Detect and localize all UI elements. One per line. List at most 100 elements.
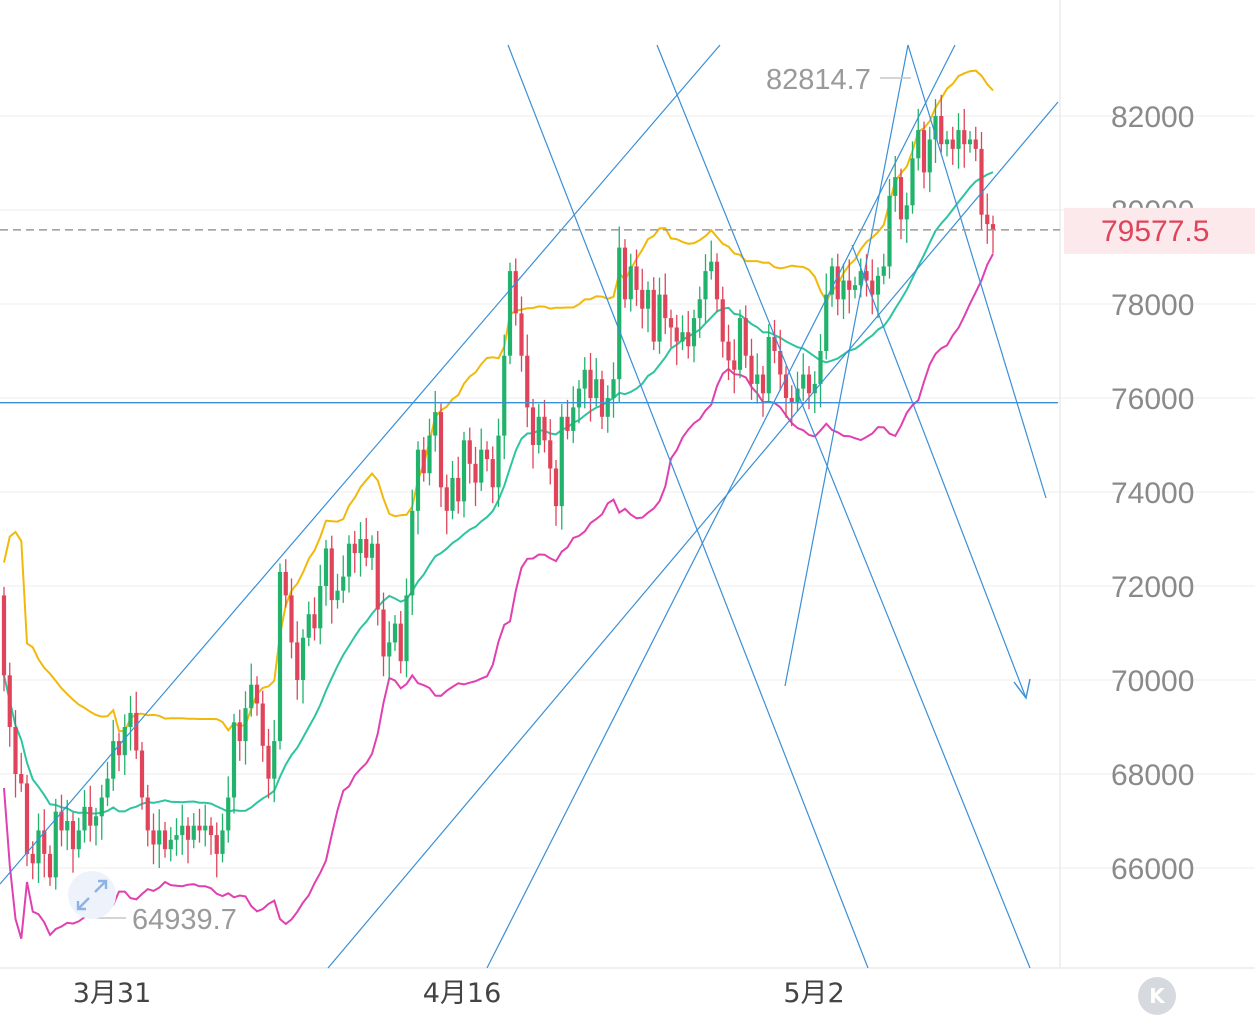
candle-body bbox=[318, 586, 323, 629]
candle-body bbox=[260, 703, 265, 746]
candle-body bbox=[916, 130, 921, 159]
y-tick-label: 82000 bbox=[1111, 101, 1194, 134]
candle-body bbox=[306, 614, 311, 638]
candle-body bbox=[588, 369, 593, 398]
trendline[interactable] bbox=[507, 44, 869, 969]
candle-body bbox=[634, 266, 639, 290]
candle-body bbox=[151, 830, 156, 845]
candle-body bbox=[220, 830, 225, 854]
candle-body bbox=[611, 379, 616, 398]
candle-body bbox=[726, 341, 731, 361]
resize-handle-icon[interactable] bbox=[68, 871, 116, 919]
x-axis: 3月31 4月16 5月2 bbox=[73, 978, 845, 1009]
candle-body bbox=[755, 374, 760, 384]
candle-body bbox=[835, 266, 840, 300]
high-marker: 82814.7 bbox=[766, 64, 911, 96]
candle-body bbox=[364, 539, 369, 558]
candle-body bbox=[358, 539, 363, 554]
candle-body bbox=[433, 412, 438, 436]
candle-body bbox=[421, 449, 426, 474]
candle-body bbox=[329, 548, 334, 601]
candle-body bbox=[1, 595, 7, 676]
trendlines[interactable] bbox=[0, 44, 1059, 969]
grid bbox=[0, 115, 1255, 869]
candle-body bbox=[208, 825, 214, 836]
trendline[interactable] bbox=[0, 44, 721, 885]
candle-body bbox=[214, 835, 219, 854]
trendline[interactable] bbox=[327, 101, 1059, 969]
candle-body bbox=[19, 774, 24, 784]
candle-body bbox=[571, 407, 576, 431]
candle-body bbox=[461, 440, 467, 502]
candle-body bbox=[312, 614, 317, 629]
candle-body bbox=[565, 416, 570, 431]
candle-body bbox=[203, 825, 208, 831]
candle-body bbox=[703, 271, 708, 300]
candle-body bbox=[939, 116, 944, 145]
trendline[interactable] bbox=[851, 244, 1027, 699]
candle-body bbox=[352, 543, 357, 554]
candle-body bbox=[640, 289, 645, 309]
trend-arrow-head bbox=[1013, 678, 1031, 700]
candle-body bbox=[111, 741, 116, 779]
candle-body bbox=[732, 360, 737, 370]
candle-body bbox=[490, 459, 495, 488]
candle-body bbox=[674, 327, 679, 342]
candle-body bbox=[599, 379, 605, 417]
candle-body bbox=[415, 449, 421, 511]
candle-body bbox=[933, 116, 938, 140]
candle-body bbox=[760, 374, 766, 394]
candle-body bbox=[30, 853, 35, 864]
candle-body bbox=[277, 571, 283, 742]
candle-body bbox=[990, 224, 996, 230]
candle-body bbox=[927, 139, 932, 173]
candle-body bbox=[47, 853, 53, 878]
candle-body bbox=[300, 637, 306, 680]
candle-body bbox=[174, 835, 179, 840]
candle-body bbox=[680, 332, 685, 342]
trendline[interactable] bbox=[784, 44, 909, 687]
candle-body bbox=[944, 139, 950, 145]
candle-body bbox=[467, 440, 472, 464]
candle-body bbox=[870, 280, 875, 295]
candle-body bbox=[180, 825, 185, 836]
candle-body bbox=[829, 266, 835, 295]
candle-body bbox=[749, 355, 754, 384]
candle-body bbox=[145, 797, 150, 831]
candle-body bbox=[450, 477, 455, 511]
trendline[interactable] bbox=[486, 44, 956, 969]
candle-body bbox=[801, 374, 806, 389]
current-price-label: 79577.5 bbox=[1101, 215, 1209, 248]
candle-body bbox=[622, 247, 628, 300]
candle-body bbox=[42, 830, 47, 854]
candle-body bbox=[921, 130, 927, 173]
candle-body bbox=[266, 745, 271, 779]
candle-body bbox=[795, 388, 800, 403]
candle-body bbox=[283, 571, 288, 596]
candle-body bbox=[392, 623, 398, 643]
candle-body bbox=[191, 825, 196, 840]
candle-body bbox=[709, 261, 714, 272]
candle-body bbox=[548, 440, 553, 469]
candle-body bbox=[525, 355, 530, 408]
candle-body bbox=[783, 374, 789, 398]
candle-body bbox=[162, 830, 168, 850]
candle-body bbox=[559, 416, 564, 507]
candle-body bbox=[645, 289, 651, 309]
candle-body bbox=[686, 332, 691, 347]
candle-body bbox=[904, 205, 909, 220]
candle-body bbox=[507, 271, 513, 356]
candle-body bbox=[53, 811, 58, 878]
trendline[interactable] bbox=[656, 44, 1031, 969]
candle-body bbox=[456, 477, 461, 502]
candle-body bbox=[36, 830, 41, 864]
k-logo-button[interactable]: K bbox=[1138, 977, 1176, 1015]
y-tick-label: 74000 bbox=[1111, 477, 1194, 510]
candle-body bbox=[88, 806, 93, 826]
candle-body bbox=[484, 449, 490, 460]
candle-body bbox=[605, 398, 610, 417]
candle-body bbox=[24, 783, 30, 854]
candle-body bbox=[398, 623, 403, 662]
trendline[interactable] bbox=[907, 44, 1047, 499]
